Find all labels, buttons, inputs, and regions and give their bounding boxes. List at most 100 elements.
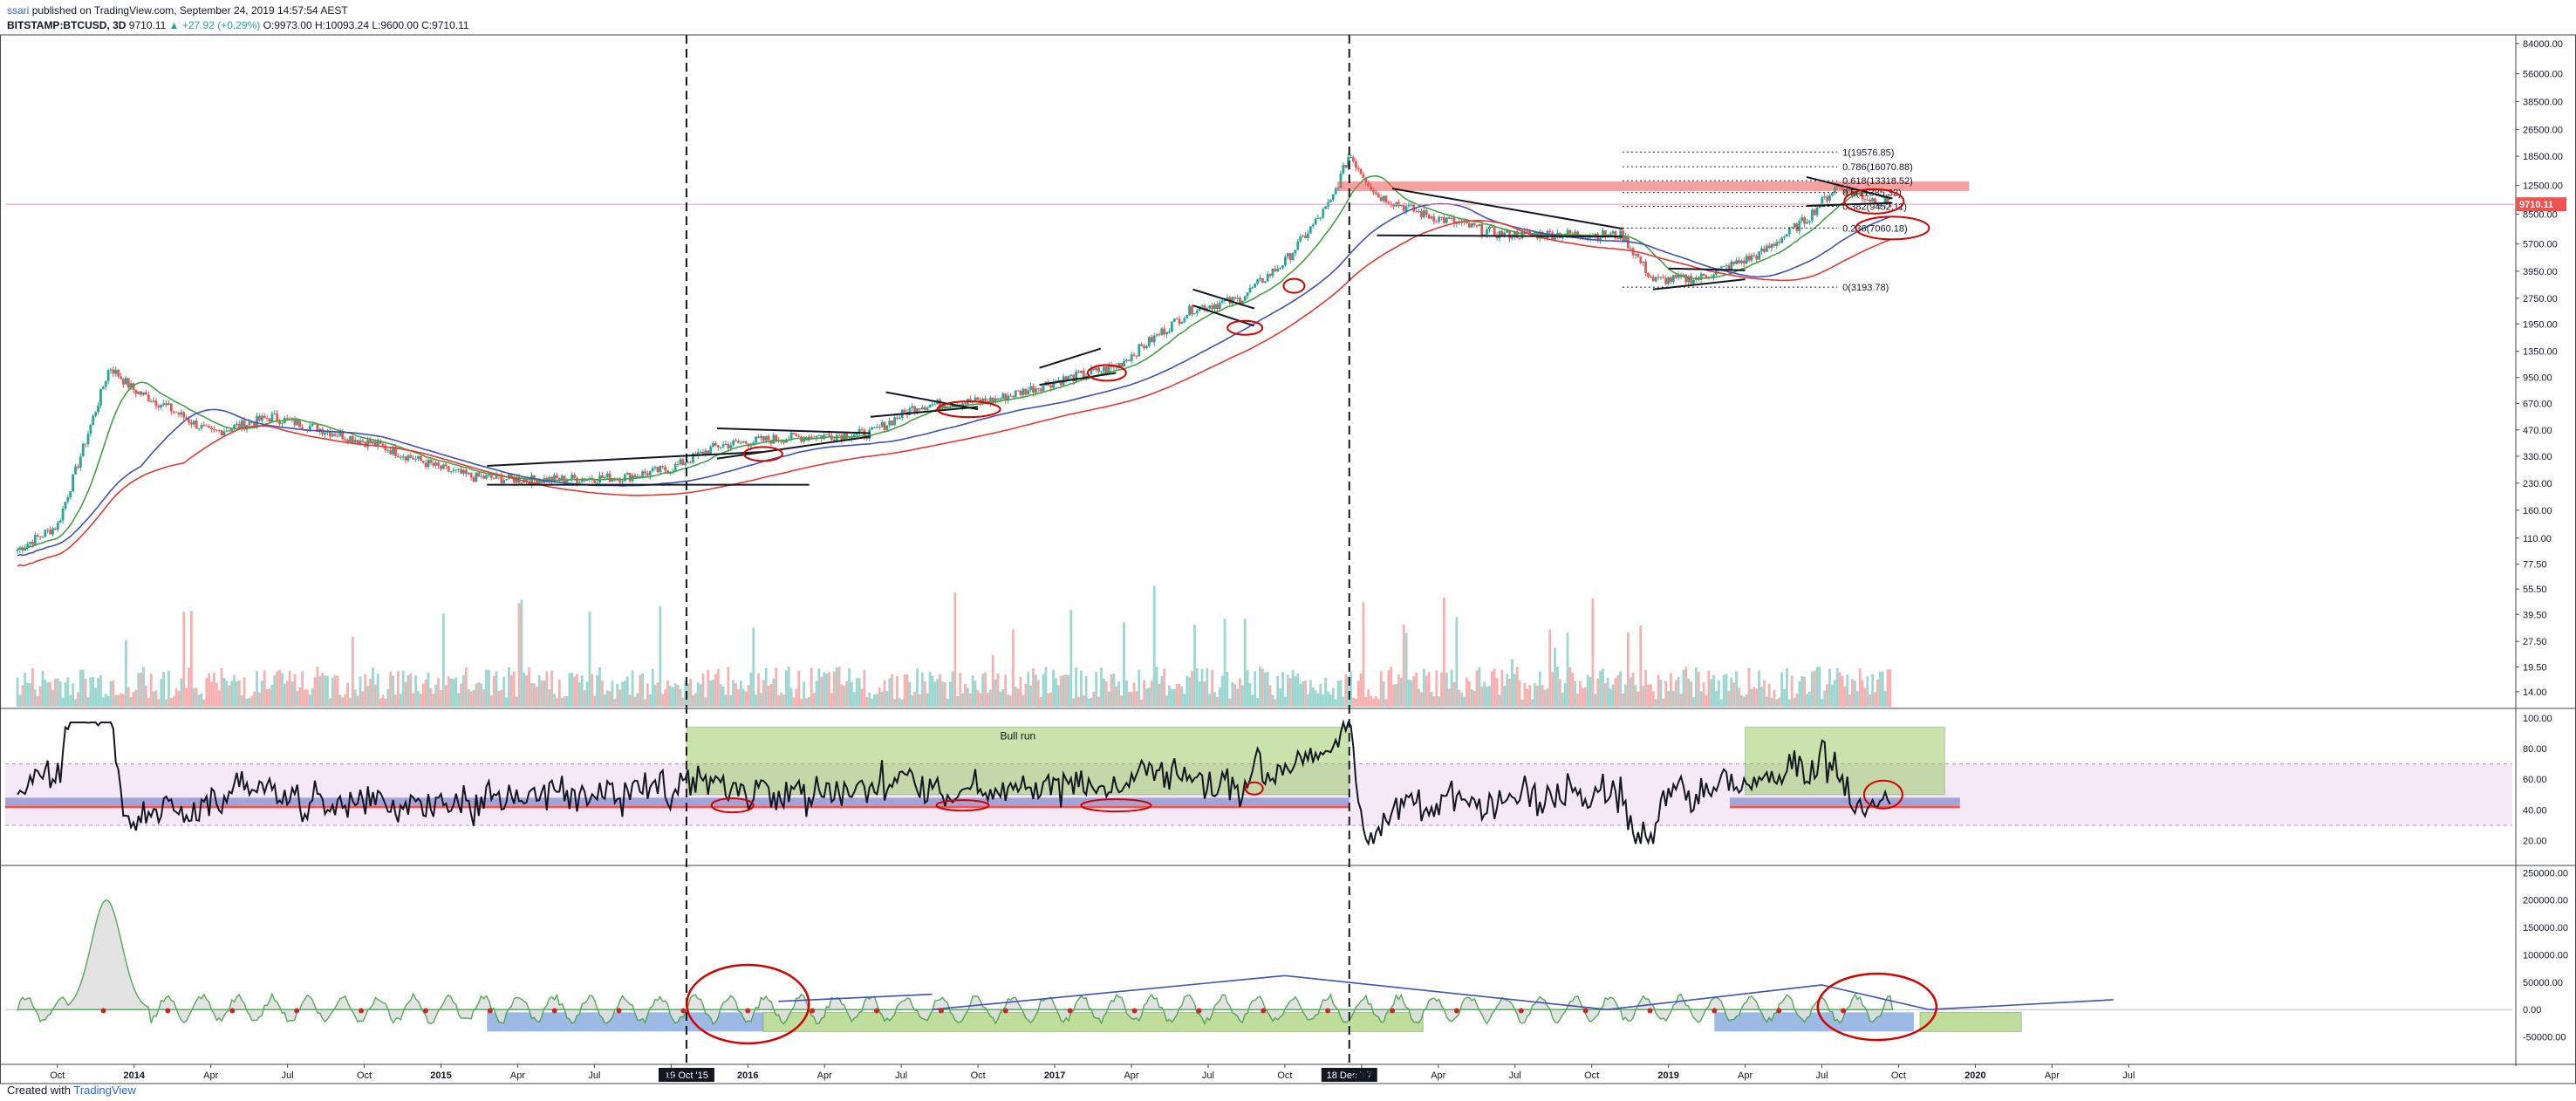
volume-bar bbox=[495, 671, 498, 707]
volume-bar bbox=[707, 669, 710, 707]
volume-bar bbox=[696, 682, 700, 707]
volume-bar bbox=[210, 681, 213, 707]
volume-bar bbox=[228, 685, 231, 707]
candle-body bbox=[628, 473, 632, 482]
candle-body bbox=[1692, 280, 1695, 284]
candle-body bbox=[1450, 217, 1453, 219]
candle-body bbox=[803, 437, 805, 442]
volume-bar bbox=[283, 683, 286, 707]
candle-body bbox=[386, 450, 390, 452]
volume-bar bbox=[106, 695, 110, 707]
volume-bar bbox=[1308, 680, 1312, 707]
volume-bar bbox=[656, 682, 659, 707]
candle-body bbox=[1349, 157, 1352, 159]
candle-body bbox=[341, 431, 345, 440]
volume-bar bbox=[273, 675, 277, 707]
candle-body bbox=[1100, 371, 1103, 373]
volume-bar bbox=[1863, 687, 1867, 707]
volume-bar bbox=[61, 697, 65, 707]
volume-bar bbox=[943, 682, 946, 707]
candle-body bbox=[1007, 395, 1009, 401]
volume-bar bbox=[780, 692, 782, 707]
volume-bar bbox=[1806, 694, 1808, 707]
volume-bar bbox=[851, 681, 853, 707]
volume-bar bbox=[1657, 674, 1660, 707]
volume-bar bbox=[64, 682, 67, 707]
candle-body bbox=[1240, 300, 1244, 304]
volume-bar bbox=[117, 694, 120, 707]
volume-bar bbox=[749, 672, 753, 707]
candle-body bbox=[202, 424, 206, 426]
candle-body bbox=[687, 462, 690, 463]
candle-body bbox=[200, 424, 203, 429]
volume-bar bbox=[331, 677, 334, 707]
candle-body bbox=[1576, 231, 1579, 236]
candle-body bbox=[165, 403, 167, 406]
price-tick-label: 12500.00 bbox=[2523, 181, 2563, 192]
volume-bar bbox=[1226, 672, 1229, 707]
volume-bar bbox=[392, 675, 394, 707]
candle-body bbox=[404, 456, 407, 461]
symbol-legend: BITSTAMP:BTCUSD, 3D 9710.11 ▲ +27.92 (+0… bbox=[7, 19, 469, 31]
candle-body bbox=[885, 425, 889, 430]
volume-bar bbox=[523, 673, 526, 707]
candle-body bbox=[81, 443, 85, 457]
candle-body bbox=[656, 467, 659, 473]
volume-bar bbox=[913, 691, 917, 707]
candle-body bbox=[142, 392, 145, 395]
volume-bar bbox=[1576, 694, 1579, 707]
volume-bar bbox=[424, 679, 427, 707]
volume-bar bbox=[1450, 669, 1453, 707]
candle-body bbox=[72, 474, 75, 492]
candle-body bbox=[74, 466, 77, 475]
candle-body bbox=[1775, 242, 1779, 246]
candle-body bbox=[147, 394, 150, 402]
author-link[interactable]: ssari bbox=[7, 4, 30, 17]
candle-body bbox=[1561, 236, 1564, 239]
volume-bar bbox=[1594, 694, 1597, 707]
candle-body bbox=[1324, 206, 1328, 209]
volume-bar bbox=[333, 675, 337, 707]
volume-bar bbox=[1263, 672, 1267, 707]
volume-bar bbox=[338, 694, 342, 707]
candle-body bbox=[1671, 275, 1675, 283]
volume-bar bbox=[192, 687, 195, 707]
volume-bar bbox=[687, 683, 690, 707]
candle-body bbox=[755, 436, 758, 443]
volume-bar bbox=[167, 670, 170, 707]
annotation-circle bbox=[1080, 798, 1152, 813]
candle-body bbox=[1566, 229, 1569, 236]
candle-body bbox=[1670, 277, 1672, 283]
symbol-name[interactable]: BITSTAMP:BTCUSD, 3D bbox=[7, 19, 126, 31]
candle-body bbox=[260, 415, 263, 421]
tradingview-logo[interactable]: TradingView bbox=[73, 1084, 136, 1097]
candle-body bbox=[1236, 297, 1239, 299]
volume-bar bbox=[1518, 680, 1521, 707]
candle-body bbox=[565, 480, 569, 482]
volume-bar bbox=[1218, 687, 1221, 707]
volume-bar bbox=[1412, 676, 1416, 707]
candle-body bbox=[782, 441, 785, 443]
candle-body bbox=[903, 409, 906, 413]
oscillator-area bbox=[17, 899, 1894, 1026]
candle-body bbox=[444, 464, 448, 467]
candle-body bbox=[689, 462, 692, 463]
candle-body bbox=[762, 435, 765, 441]
price-tick-label: 39.50 bbox=[2523, 610, 2547, 620]
candle-body bbox=[611, 478, 614, 482]
oscillator-tick-label: 150000.00 bbox=[2523, 923, 2568, 933]
volume-bar bbox=[441, 613, 445, 707]
volume-bar bbox=[1687, 678, 1691, 707]
volume-bar bbox=[1546, 688, 1549, 707]
volume-bar bbox=[848, 667, 851, 707]
candle-body bbox=[64, 502, 67, 509]
volume-bar bbox=[739, 680, 742, 707]
candle-body bbox=[253, 422, 256, 427]
candle-body bbox=[557, 478, 561, 481]
volume-bar bbox=[1785, 667, 1788, 707]
candle-body bbox=[349, 435, 352, 442]
volume-bar bbox=[1490, 671, 1493, 707]
volume-bar bbox=[1147, 687, 1151, 707]
volume-bar bbox=[999, 691, 1002, 707]
